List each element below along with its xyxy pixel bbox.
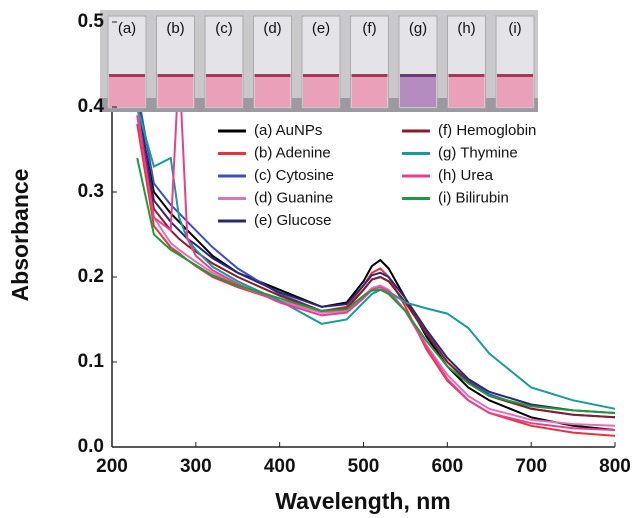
series-line (136, 89, 616, 419)
vial-liquid (109, 76, 145, 107)
x-tick-label: 700 (515, 456, 547, 477)
vial-meniscus (254, 74, 291, 77)
inset-label: (h) (457, 20, 475, 37)
y-tick-label: 0.4 (78, 96, 105, 117)
inset-label: (e) (312, 20, 330, 37)
legend-label: (i) Bilirubin (438, 189, 509, 206)
x-tick-label: 800 (599, 456, 631, 477)
inset-label: (d) (263, 20, 281, 37)
series-line (136, 64, 616, 431)
x-axis-title: Wavelength, nm (275, 488, 451, 514)
vial-liquid (448, 76, 485, 107)
series-line (136, 106, 616, 431)
series-line (136, 106, 616, 410)
x-tick-label: 500 (348, 456, 380, 477)
series-line (136, 98, 616, 414)
plot-lines (136, 64, 616, 437)
vial-meniscus (206, 74, 242, 77)
y-tick-label: 0.2 (78, 266, 104, 287)
legend-label: (h) Urea (438, 167, 494, 184)
vial-liquid (157, 76, 194, 107)
y-axis-title: Absorbance (7, 169, 33, 302)
vial-liquid (351, 76, 388, 107)
legend-label: (g) Thymine (438, 144, 518, 161)
vial-meniscus (497, 74, 533, 77)
legend-label: (a) AuNPs (254, 122, 322, 139)
vial-meniscus (157, 74, 194, 77)
inset-label: (a) (118, 20, 136, 37)
vial-liquid (254, 76, 291, 107)
legend-label: (e) Glucose (254, 212, 332, 229)
x-tick-label: 200 (96, 456, 128, 477)
legend-label: (d) Guanine (254, 189, 333, 206)
legend-label: (b) Adenine (254, 144, 331, 161)
vial-meniscus (109, 74, 145, 77)
vial-liquid (497, 76, 533, 107)
vial-liquid (303, 76, 339, 107)
vial-meniscus (400, 74, 436, 77)
inset-label: (f) (362, 20, 376, 37)
vial-meniscus (303, 74, 339, 77)
inset-label: (b) (166, 20, 184, 37)
x-tick-label: 400 (264, 456, 296, 477)
inset-label: (c) (215, 20, 233, 37)
series-line (136, 123, 616, 437)
inset-label: (g) (409, 20, 427, 37)
y-tick-label: 0.5 (78, 11, 105, 32)
series-line (136, 157, 616, 414)
legend-label: (c) Cytosine (254, 167, 334, 184)
y-tick-label: 0.3 (78, 181, 104, 202)
inset-photo: (a) (b) (c) (d) (e) (f) (g) (h) (i) (100, 10, 538, 112)
x-tick-label: 600 (431, 456, 463, 477)
y-tick-label: 0.0 (78, 436, 104, 457)
legend-label: (f) Hemoglobin (438, 122, 536, 139)
x-tick-label: 300 (180, 456, 212, 477)
y-tick-label: 0.1 (78, 351, 105, 372)
vial-liquid (206, 76, 242, 107)
vial-meniscus (448, 74, 485, 77)
vial-liquid (400, 76, 436, 107)
inset-label: (i) (508, 20, 521, 37)
vial-meniscus (351, 74, 388, 77)
